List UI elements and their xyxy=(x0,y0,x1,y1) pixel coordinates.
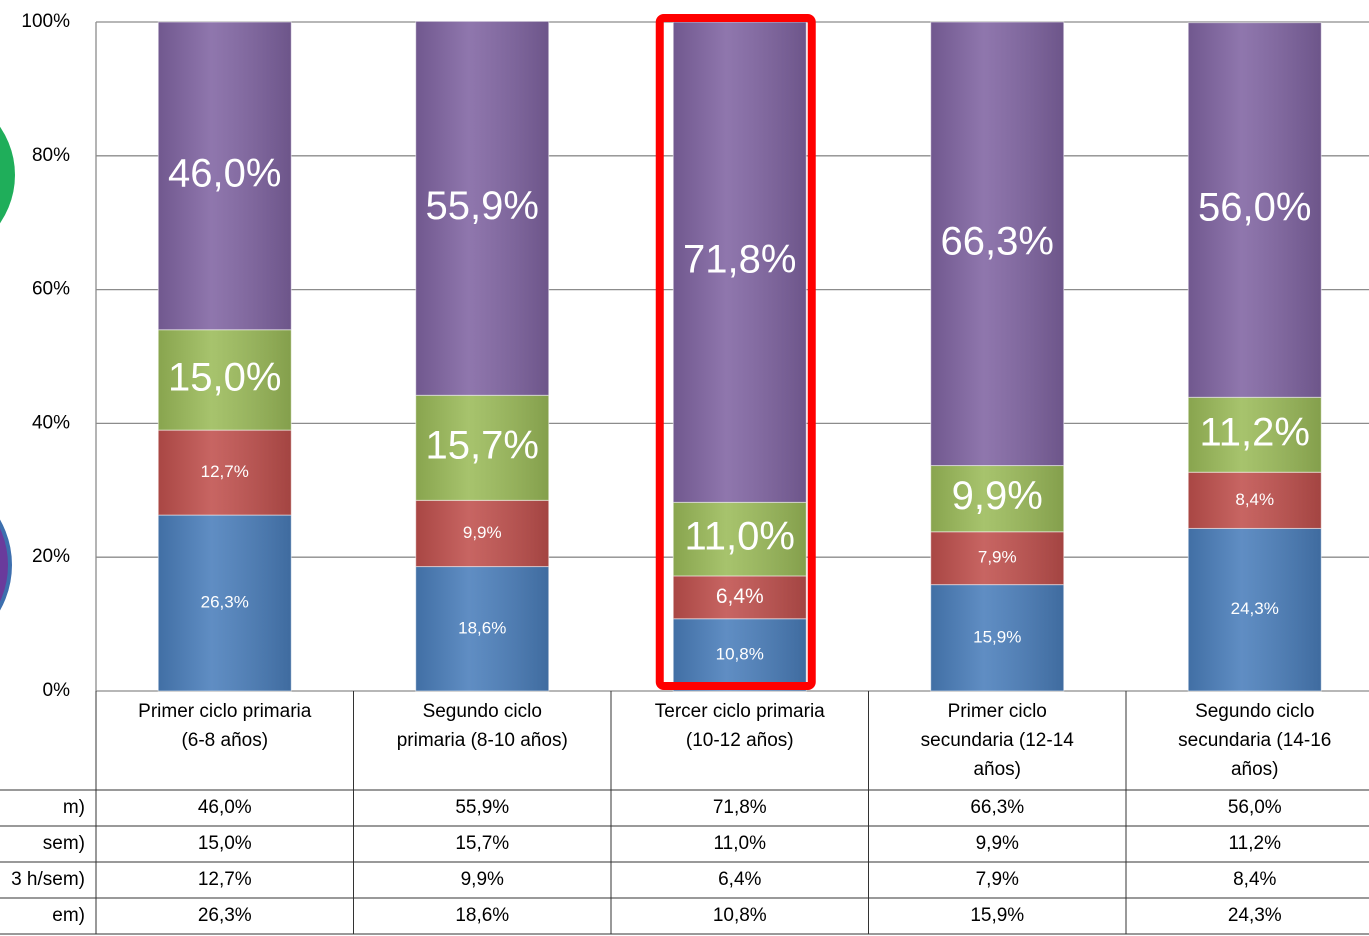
bar-shine xyxy=(672,575,807,620)
bar-shine xyxy=(930,465,1065,533)
data-label: 18,6% xyxy=(458,618,506,637)
highlight-box xyxy=(655,14,816,690)
x-tick-label: Primer ciclo secundaria (12-14 años) xyxy=(920,701,1074,780)
bar-shine xyxy=(157,429,292,516)
table-cell: 56,0% xyxy=(1228,797,1282,818)
x-tick-label: Segundo ciclo primaria (8-10 años) xyxy=(396,701,568,751)
decor-circle xyxy=(0,519,12,611)
table-cell: 15,0% xyxy=(198,833,252,854)
table-cell: 18,6% xyxy=(455,905,509,926)
table-cell: 26,3% xyxy=(198,905,252,926)
data-label: 71,8% xyxy=(683,238,796,282)
legend-label: sem) xyxy=(43,833,85,854)
table-cell: 71,8% xyxy=(713,797,767,818)
data-label: 56,0% xyxy=(1198,186,1311,230)
table-cell: 15,9% xyxy=(970,905,1024,926)
table-cell: 46,0% xyxy=(198,797,252,818)
table-cell: 11,2% xyxy=(1229,833,1282,854)
data-label: 24,3% xyxy=(1231,599,1279,618)
table-cell: 11,0% xyxy=(714,833,767,854)
data-label: 8,4% xyxy=(1235,490,1274,509)
bar-shine xyxy=(157,21,292,331)
data-label: 11,2% xyxy=(1200,410,1310,454)
table-cell: 6,4% xyxy=(718,869,761,890)
data-label: 15,7% xyxy=(426,423,539,467)
table-cell: 10,8% xyxy=(713,905,767,926)
data-label: 26,3% xyxy=(201,593,249,612)
y-tick-label: 20% xyxy=(32,546,70,567)
table-cell: 9,9% xyxy=(976,833,1019,854)
data-label: 12,7% xyxy=(201,462,249,481)
y-tick-label: 60% xyxy=(32,279,70,300)
table-cell: 9,9% xyxy=(461,869,504,890)
legend-label: 3 h/sem) xyxy=(11,869,85,890)
bar-shine xyxy=(672,618,807,692)
data-label: 9,9% xyxy=(463,523,502,542)
bar-shine xyxy=(930,21,1065,467)
data-label: 10,8% xyxy=(716,644,764,663)
bar-shine xyxy=(157,329,292,431)
table-cell: 8,4% xyxy=(1233,869,1276,890)
table-cell: 15,7% xyxy=(455,833,509,854)
bar-shine xyxy=(930,584,1065,692)
data-label: 11,0% xyxy=(685,515,795,559)
table-cell: 66,3% xyxy=(970,797,1024,818)
legend-label: em) xyxy=(52,905,85,926)
data-label: 55,9% xyxy=(426,184,539,228)
data-label: 15,9% xyxy=(973,627,1021,646)
data-label: 15,0% xyxy=(168,355,281,399)
table-cell: 7,9% xyxy=(976,869,1019,890)
bar-shine xyxy=(1187,527,1322,692)
y-tick-label: 40% xyxy=(32,412,70,433)
y-tick-label: 0% xyxy=(43,680,71,701)
bar-shine xyxy=(415,566,550,692)
data-label: 6,4% xyxy=(716,585,764,608)
x-tick-label: Segundo ciclo secundaria (14-16 años) xyxy=(1178,701,1332,780)
bar-shine xyxy=(415,20,550,396)
x-tick-label: Tercer ciclo primaria (10-12 años) xyxy=(654,701,825,751)
table-cell: 24,3% xyxy=(1228,905,1282,926)
bar-shine xyxy=(1187,22,1322,398)
decor-circle xyxy=(0,126,15,224)
y-tick-label: 100% xyxy=(21,11,70,32)
bar-shine xyxy=(930,531,1065,586)
bar-shine xyxy=(672,501,807,577)
table-cell: 12,7% xyxy=(198,869,252,890)
data-label: 7,9% xyxy=(978,548,1017,567)
y-tick-label: 80% xyxy=(32,145,70,166)
bar-shine xyxy=(1187,396,1322,473)
data-label: 46,0% xyxy=(168,151,281,195)
data-label: 9,9% xyxy=(952,474,1043,518)
table-cell: 55,9% xyxy=(455,797,509,818)
data-label: 66,3% xyxy=(941,219,1054,263)
bar-shine xyxy=(415,394,550,501)
x-tick-label: Primer ciclo primaria (6-8 años) xyxy=(138,701,312,751)
legend-label: m) xyxy=(63,797,85,818)
bar-shine xyxy=(672,21,807,503)
